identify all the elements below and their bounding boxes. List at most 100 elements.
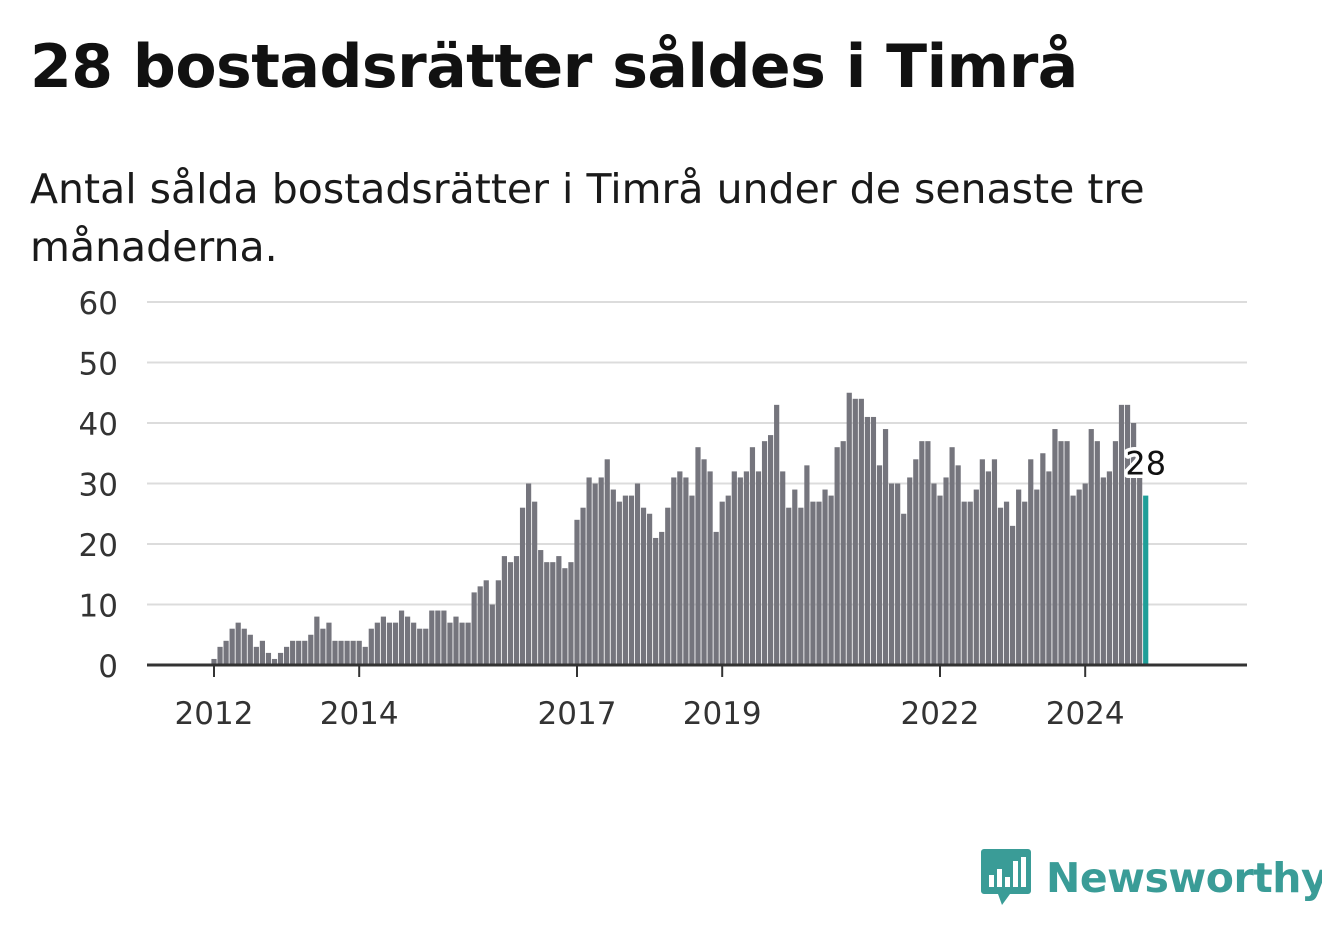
bar [1088,429,1094,665]
bar [731,471,737,665]
bar [683,477,689,665]
bar [308,634,314,665]
bar [386,622,393,665]
bar [1052,429,1058,665]
bar [368,628,374,665]
bar [913,459,919,665]
bar [943,477,949,665]
x-tick-label: 2024 [1046,696,1125,732]
bar [707,471,713,665]
bar [477,586,483,665]
bar [1094,441,1100,665]
bar [925,441,931,665]
bar [997,507,1004,665]
bar [241,628,247,665]
bar [398,610,405,665]
bar [973,489,979,665]
bar [290,640,296,665]
bar [961,501,967,665]
bar [453,616,459,665]
bar [320,628,326,665]
bar [247,634,253,665]
bar [858,398,864,665]
bar [501,556,507,665]
bar [562,568,568,665]
y-tick-label: 60 [79,286,118,322]
bar [507,562,514,665]
bar [665,507,671,665]
bar [876,465,883,665]
chart-title: 28 bostadsrätter såldes i Timrå [30,32,1078,102]
bar [556,556,562,665]
bar [677,471,683,665]
y-tick-label: 0 [98,649,118,685]
bar [284,646,290,665]
y-tick-label: 50 [79,347,118,383]
x-tick-label: 2019 [683,696,762,732]
bar [259,640,265,665]
y-tick-label: 30 [79,468,118,504]
latest-value-label: 28 [1125,445,1166,483]
bar [937,495,943,665]
bar [1070,495,1076,665]
bar [447,622,453,665]
bar [1010,525,1016,665]
bar [338,640,344,665]
bar [598,477,604,665]
bar [568,562,574,665]
bar [985,471,991,665]
bar [519,507,526,665]
bar [852,398,858,665]
bar [840,441,846,665]
bar [1124,404,1131,665]
bar [411,622,417,665]
bar [1137,477,1143,665]
bar [253,646,259,665]
bar [774,404,780,665]
bar [816,501,822,665]
bar [907,477,913,665]
bar [604,459,610,665]
bar [1106,471,1112,665]
bar [780,471,786,665]
bar [550,562,556,665]
bar [671,477,677,665]
bar [864,416,870,665]
bar [1022,501,1028,665]
bar [417,628,423,665]
bar [1028,459,1034,665]
bar [653,537,659,665]
bar [901,513,907,665]
brand-name: Newsworthy [1046,854,1322,902]
x-tick-label: 2017 [538,696,617,732]
bar-chart: 0 10 20 30 40 50 60 2012 2014 2017 2019 2022 2024 28 [79,286,1247,732]
bar [362,646,368,665]
bar [628,495,635,665]
bar [719,501,725,665]
bar [211,658,217,665]
bar [532,501,538,665]
bar [955,465,961,665]
bar [991,459,998,665]
bar [344,640,350,665]
bar [526,483,532,665]
bar [1100,477,1106,665]
bar [465,622,471,665]
bar [889,483,895,665]
bar [1082,483,1088,665]
bar [822,489,828,665]
bar [1040,453,1046,665]
bar [592,483,598,665]
bar [647,513,653,665]
bar [895,483,901,665]
bar [834,447,840,665]
bar [380,616,386,665]
bar [586,477,592,665]
bar [919,441,925,665]
bar [882,429,889,665]
bar [326,622,332,665]
bar [1016,489,1022,665]
bar [768,435,774,665]
bar [761,441,768,665]
bar [441,610,447,665]
